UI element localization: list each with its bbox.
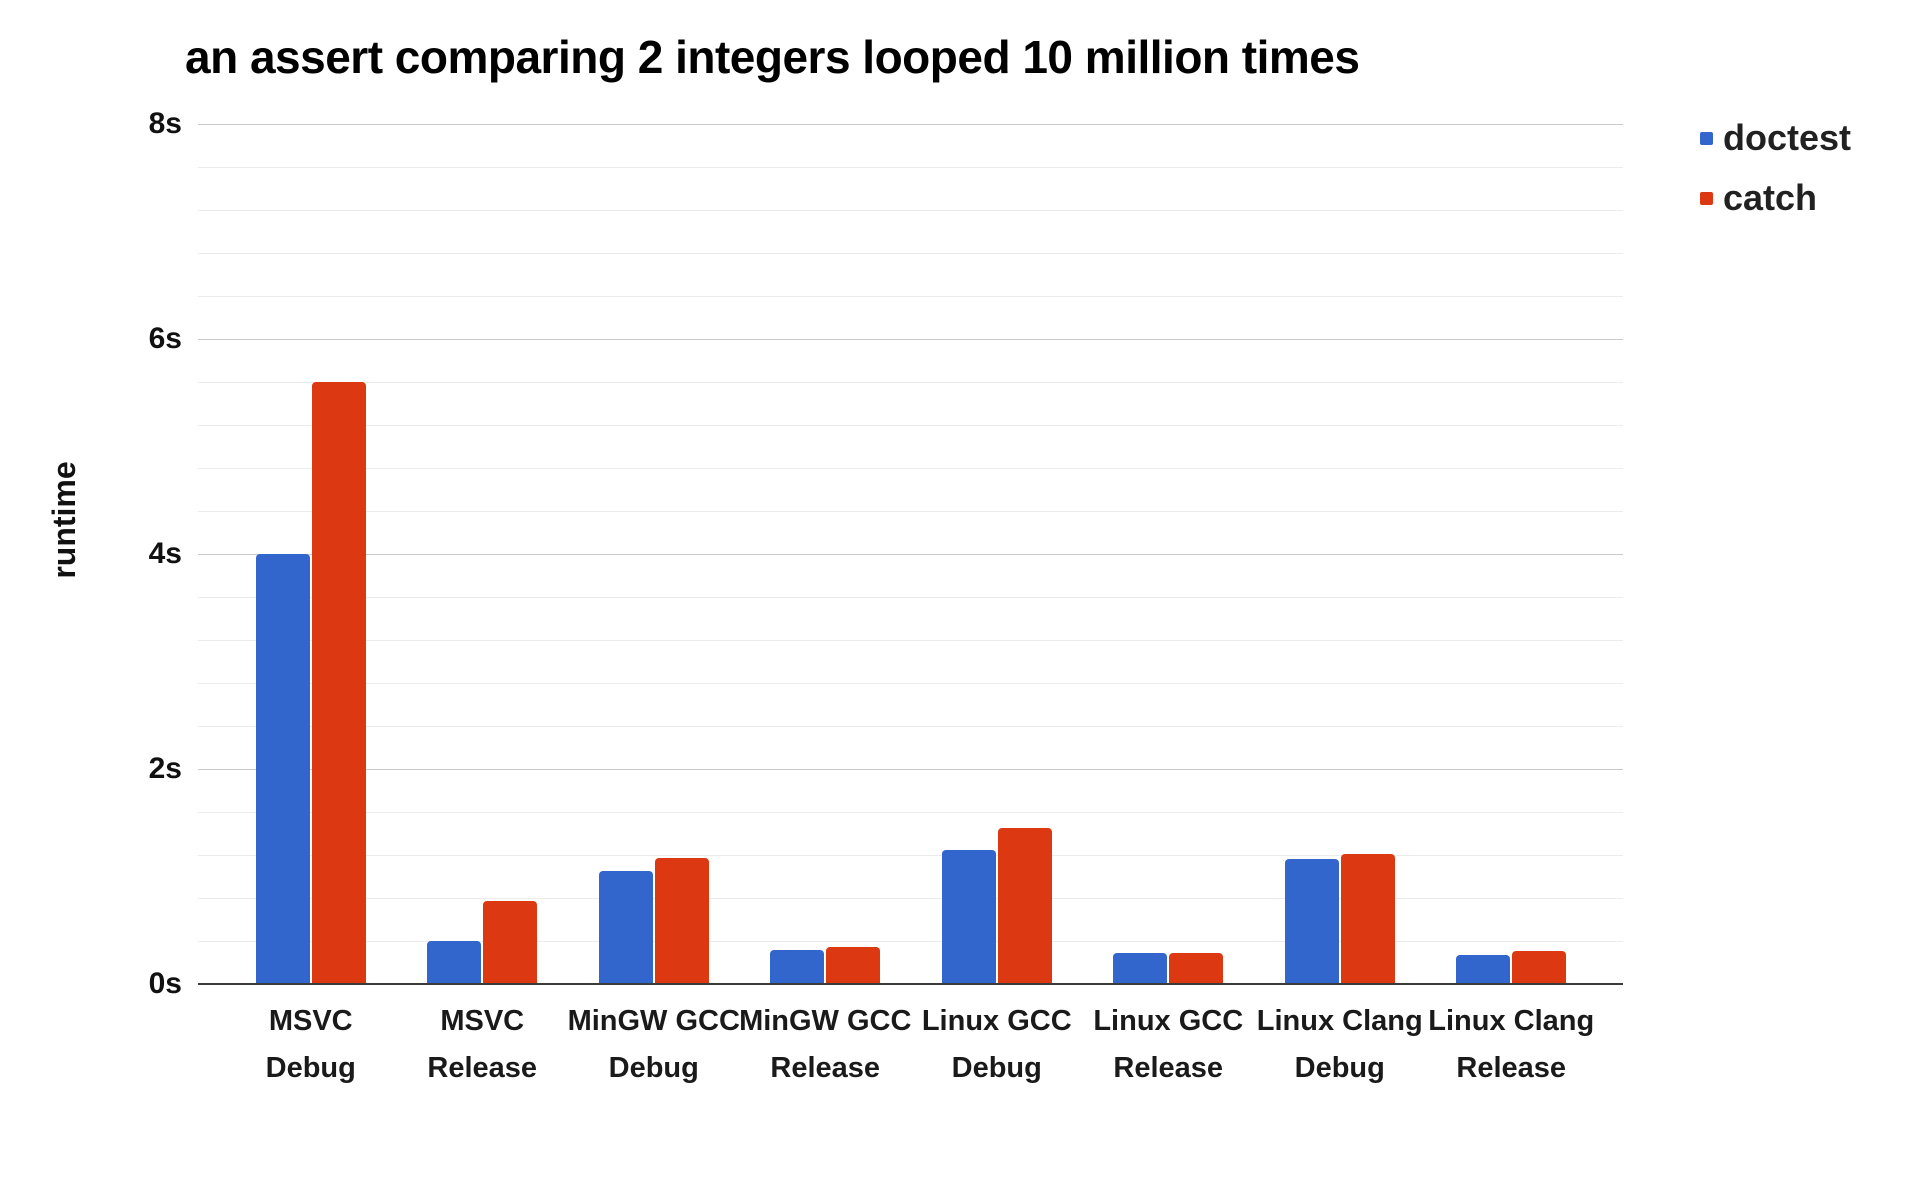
bar-catch-linux-gcc-debug: [997, 828, 1052, 984]
minor-gridline: [198, 210, 1623, 211]
bar-catch-linux-clang-release: [1512, 951, 1567, 984]
minor-gridline: [198, 167, 1623, 168]
x-axis-label-linux-gcc-release: Linux GCC Release: [1093, 1005, 1244, 1084]
legend-swatch-catch-icon: [1700, 191, 1713, 205]
bar-doctest-linux-clang-debug: [1284, 859, 1339, 984]
x-axis-label-linux-gcc-debug: Linux GCC Debug: [921, 1005, 1072, 1084]
bar-doctest-linux-gcc-debug: [941, 850, 996, 984]
bar-catch-msvc-release: [483, 901, 538, 984]
y-tick-label-0s: 0s: [148, 967, 182, 1000]
minor-gridline: [198, 812, 1623, 813]
x-axis-label-linux-clang-debug: Linux Clang Debug: [1256, 1005, 1423, 1084]
legend-item-doctest: doctest: [1700, 116, 1851, 160]
x-axis-label-mingw-gcc-release: MinGW GCC Release: [739, 1005, 912, 1084]
legend-label-catch: catch: [1723, 177, 1818, 218]
major-gridline: [198, 554, 1623, 555]
chart-title: an assert comparing 2 integers looped 10…: [185, 31, 1360, 83]
major-gridline: [198, 124, 1623, 125]
minor-gridline: [198, 683, 1623, 684]
minor-gridline: [198, 511, 1623, 512]
minor-gridline: [198, 898, 1623, 899]
minor-gridline: [198, 597, 1623, 598]
y-tick-label-8s: 8s: [148, 107, 182, 140]
legend-swatch-doctest-icon: [1700, 131, 1713, 145]
y-axis-title: runtime: [46, 461, 82, 579]
bar-catch-linux-clang-debug: [1340, 854, 1395, 984]
bar-doctest-linux-gcc-release: [1113, 953, 1168, 984]
bar-doctest-mingw-gcc-debug: [598, 871, 653, 984]
minor-gridline: [198, 726, 1623, 727]
x-axis-line: [198, 983, 1623, 985]
bar-catch-msvc-debug: [311, 382, 366, 984]
minor-gridline: [198, 382, 1623, 383]
x-axis-label-msvc-release: MSVC Release: [427, 1005, 538, 1084]
bar-catch-linux-gcc-release: [1169, 953, 1224, 984]
legend: doctest catch: [1700, 116, 1851, 220]
minor-gridline: [198, 640, 1623, 641]
major-gridline: [198, 769, 1623, 770]
minor-gridline: [198, 941, 1623, 942]
bar-doctest-mingw-gcc-release: [770, 950, 825, 984]
y-tick-label-2s: 2s: [148, 752, 182, 785]
bar-doctest-linux-clang-release: [1456, 955, 1511, 984]
minor-gridline: [198, 468, 1623, 469]
minor-gridline: [198, 253, 1623, 254]
bar-doctest-msvc-release: [427, 941, 482, 984]
y-tick-label-6s: 6s: [148, 322, 182, 355]
bar-catch-mingw-gcc-release: [826, 947, 881, 984]
y-tick-label-4s: 4s: [148, 537, 182, 570]
x-axis-label-mingw-gcc-debug: MinGW GCC Debug: [567, 1005, 740, 1084]
major-gridline: [198, 339, 1623, 340]
minor-gridline: [198, 855, 1623, 856]
bar-doctest-msvc-debug: [255, 554, 310, 984]
bar-catch-mingw-gcc-debug: [654, 858, 709, 984]
minor-gridline: [198, 425, 1623, 426]
x-axis-label-msvc-debug: MSVC Debug: [265, 1005, 356, 1084]
x-axis-label-linux-clang-release: Linux Clang Release: [1428, 1005, 1595, 1084]
legend-item-catch: catch: [1700, 176, 1851, 220]
minor-gridline: [198, 296, 1623, 297]
legend-label-doctest: doctest: [1723, 117, 1852, 158]
